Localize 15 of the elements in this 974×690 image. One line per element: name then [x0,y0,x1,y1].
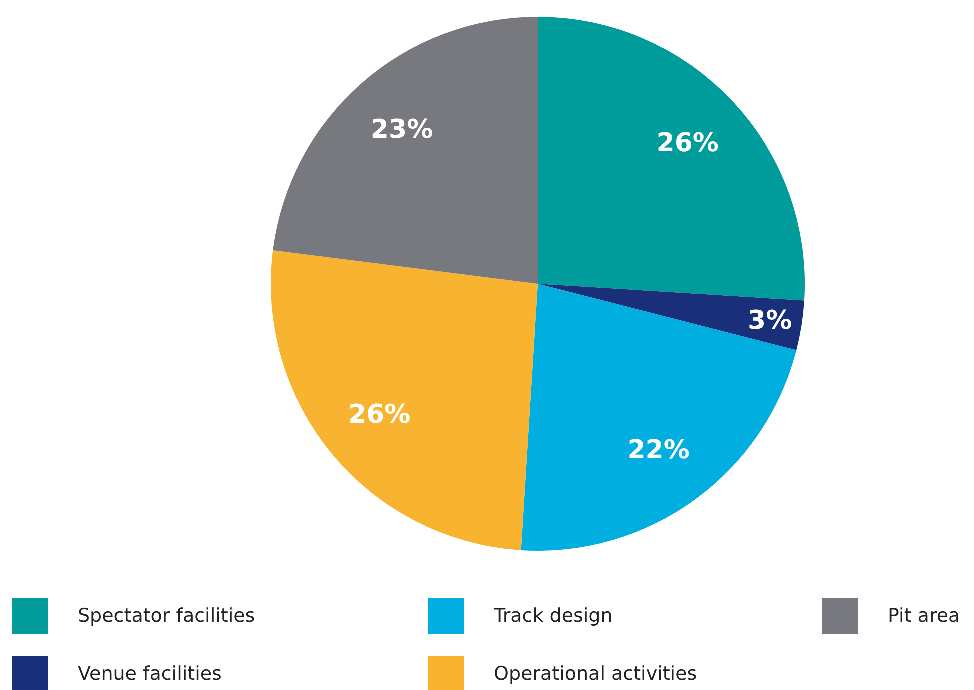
legend-label: Operational activities [494,663,698,685]
legend-label: Venue facilities [78,663,222,685]
legend-label: Pit area [888,605,960,627]
pie-slice [521,284,797,550]
legend-label: Spectator facilities [78,605,256,627]
pie-slice [538,284,804,350]
data-label: 3% [748,306,792,336]
data-label: 23% [370,114,434,145]
pie-slice [273,17,538,284]
data-label: 26% [348,400,411,430]
pie-slice [538,17,804,301]
data-label: 26% [656,128,719,158]
data-label: 22% [628,435,690,466]
legend-label: Track design [494,605,613,627]
pie-slice [271,250,538,550]
